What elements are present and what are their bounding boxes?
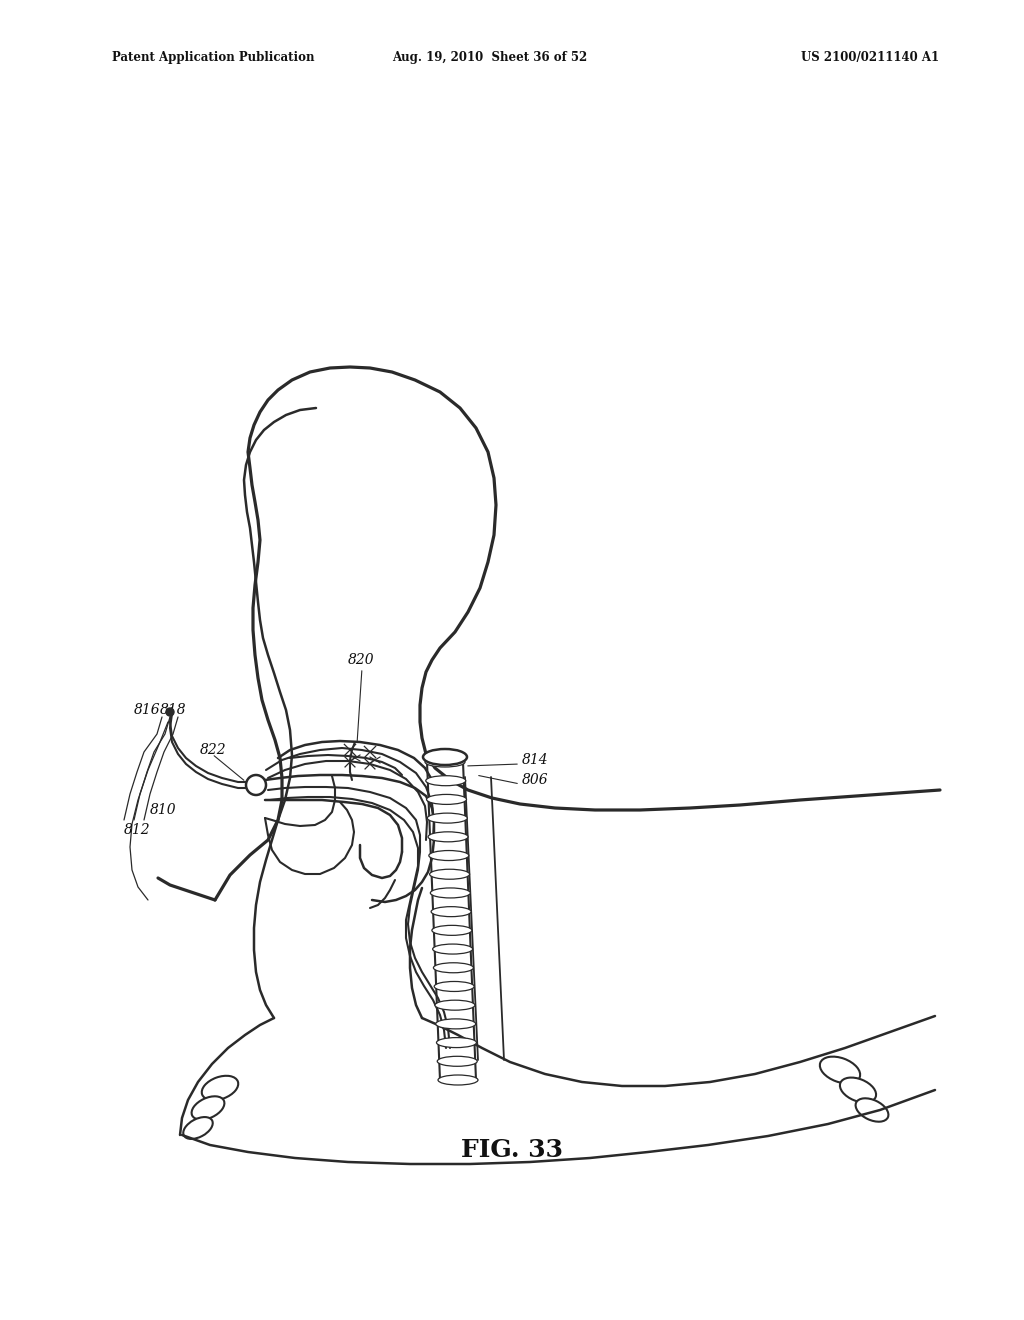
Ellipse shape: [202, 1076, 239, 1100]
Ellipse shape: [183, 1117, 213, 1139]
Text: FIG. 33: FIG. 33: [461, 1138, 563, 1162]
Ellipse shape: [423, 748, 467, 766]
Ellipse shape: [427, 795, 467, 804]
Ellipse shape: [438, 1074, 478, 1085]
Text: 820: 820: [348, 653, 375, 667]
Ellipse shape: [435, 1019, 476, 1028]
Ellipse shape: [430, 870, 470, 879]
Text: Aug. 19, 2010  Sheet 36 of 52: Aug. 19, 2010 Sheet 36 of 52: [392, 51, 588, 65]
Ellipse shape: [840, 1077, 877, 1102]
Text: 822: 822: [200, 743, 226, 756]
Ellipse shape: [433, 944, 473, 954]
Ellipse shape: [434, 982, 474, 991]
Ellipse shape: [426, 776, 466, 785]
Ellipse shape: [430, 888, 470, 898]
Circle shape: [246, 775, 266, 795]
Ellipse shape: [428, 832, 468, 842]
Text: 814: 814: [522, 752, 549, 767]
Ellipse shape: [436, 1038, 476, 1048]
Text: 806: 806: [522, 774, 549, 787]
Ellipse shape: [191, 1097, 224, 1119]
Ellipse shape: [437, 1056, 477, 1067]
Text: 818: 818: [160, 704, 186, 717]
Text: Patent Application Publication: Patent Application Publication: [112, 51, 314, 65]
Ellipse shape: [425, 756, 465, 767]
Ellipse shape: [429, 850, 469, 861]
Ellipse shape: [432, 925, 472, 936]
Ellipse shape: [431, 907, 471, 916]
Text: 816: 816: [134, 704, 161, 717]
Circle shape: [166, 708, 174, 715]
Text: 812: 812: [124, 822, 151, 837]
Text: US 2100/0211140 A1: US 2100/0211140 A1: [801, 51, 939, 65]
Text: 810: 810: [150, 803, 176, 817]
Ellipse shape: [435, 1001, 475, 1010]
Ellipse shape: [433, 962, 473, 973]
Ellipse shape: [856, 1098, 889, 1122]
Ellipse shape: [820, 1056, 860, 1084]
Ellipse shape: [427, 813, 467, 824]
